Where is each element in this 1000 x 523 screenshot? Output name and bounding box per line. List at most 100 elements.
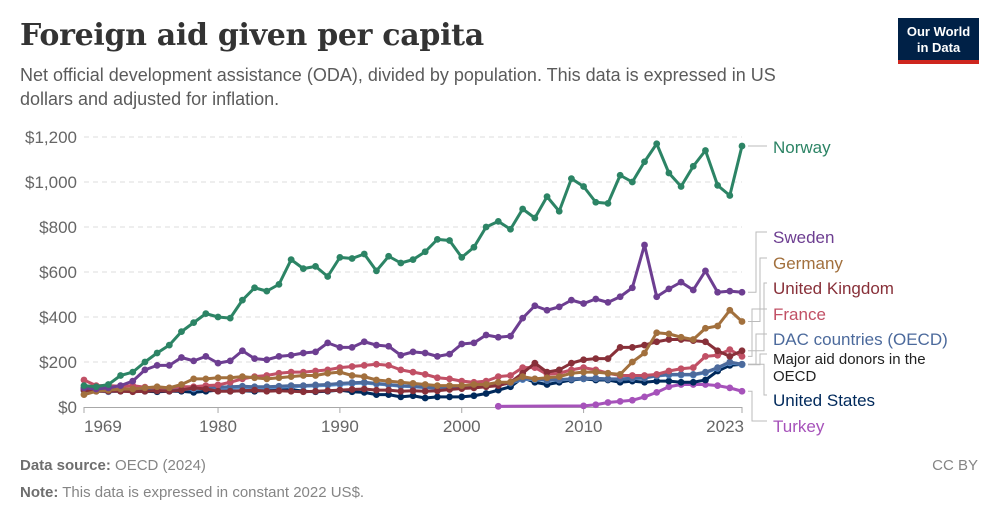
- data-point: [568, 296, 575, 304]
- data-point: [141, 384, 149, 392]
- data-point: [165, 384, 173, 392]
- x-tick-label: 2010: [565, 417, 603, 436]
- data-point: [214, 374, 222, 382]
- data-point: [324, 381, 332, 388]
- data-point: [421, 370, 429, 378]
- data-point: [714, 288, 722, 296]
- data-point: [373, 267, 380, 275]
- data-point: [214, 313, 222, 321]
- data-point: [360, 373, 368, 381]
- data-point: [653, 388, 661, 396]
- data-point: [263, 375, 271, 383]
- data-point: [665, 377, 673, 385]
- series-label-text: United States: [773, 391, 875, 410]
- data-point: [568, 359, 575, 367]
- data-point: [141, 366, 149, 374]
- data-point: [287, 373, 295, 381]
- data-point: [409, 392, 417, 400]
- data-point: [153, 361, 161, 369]
- data-point: [580, 402, 587, 410]
- data-point: [714, 322, 722, 330]
- data-point: [555, 303, 563, 311]
- data-point: [299, 388, 307, 396]
- data-point: [421, 248, 429, 256]
- data-point: [470, 381, 478, 388]
- data-point: [409, 368, 417, 376]
- data-source-value[interactable]: OECD (2024): [115, 457, 206, 474]
- label-connector: [748, 390, 767, 422]
- data-point: [531, 214, 539, 222]
- data-point: [738, 352, 746, 360]
- data-point: [433, 393, 441, 401]
- series-label-major-aid-donors-in-the-oecd: Major aid donors in the OECD: [748, 351, 926, 385]
- data-point: [202, 310, 210, 318]
- data-point: [239, 373, 246, 381]
- data-point: [726, 306, 734, 314]
- data-point: [178, 354, 185, 361]
- data-point: [726, 192, 734, 199]
- x-tick-label: 2000: [443, 417, 481, 436]
- data-point: [324, 273, 332, 280]
- label-connector: [748, 353, 767, 366]
- data-point: [702, 338, 709, 346]
- data-point: [604, 375, 612, 383]
- logo-line-1: Our World: [906, 24, 971, 39]
- data-point: [178, 328, 185, 336]
- data-point: [385, 377, 393, 385]
- data-point: [385, 386, 393, 394]
- data-point: [616, 171, 624, 179]
- data-point: [665, 383, 673, 391]
- series-label-text: Norway: [773, 138, 831, 157]
- data-point: [616, 343, 624, 351]
- data-point: [129, 368, 137, 376]
- data-point: [482, 331, 490, 339]
- data-point: [628, 343, 636, 351]
- data-point: [251, 374, 258, 382]
- data-point: [397, 393, 405, 401]
- data-point: [653, 377, 661, 385]
- data-point: [263, 387, 271, 395]
- y-tick-label: $1,200: [25, 128, 77, 147]
- data-point: [80, 382, 88, 390]
- data-point: [373, 376, 380, 384]
- data-point: [677, 183, 685, 190]
- data-point: [312, 381, 319, 389]
- data-point: [421, 394, 429, 402]
- owid-logo[interactable]: Our World in Data: [898, 18, 979, 64]
- data-point: [507, 378, 514, 386]
- data-point: [312, 387, 319, 395]
- data-point: [592, 401, 600, 409]
- data-point: [543, 368, 551, 376]
- data-point: [446, 375, 453, 383]
- data-point: [604, 355, 612, 363]
- data-point: [738, 347, 746, 355]
- data-point: [348, 386, 356, 393]
- data-point: [312, 372, 319, 379]
- series-sweden: [80, 241, 746, 393]
- data-point: [494, 373, 502, 381]
- data-point: [494, 402, 502, 410]
- data-point: [689, 286, 697, 294]
- data-point: [543, 306, 551, 314]
- data-point: [555, 366, 563, 374]
- data-point: [677, 370, 685, 378]
- data-point: [287, 256, 295, 264]
- data-point: [726, 352, 734, 360]
- license[interactable]: CC BY: [932, 457, 978, 474]
- chart-subtitle: Net official development assistance (ODA…: [20, 65, 776, 109]
- data-point: [531, 375, 539, 383]
- y-axis-ticks: $0 $200 $400 $600 $800 $1,000 $1,200: [25, 128, 77, 417]
- series-label-norway: Norway: [748, 138, 831, 157]
- data-point: [324, 339, 332, 347]
- data-point: [628, 284, 636, 292]
- data-point: [190, 357, 198, 365]
- data-point: [275, 387, 283, 395]
- data-point: [433, 235, 441, 243]
- data-point: [421, 349, 429, 357]
- data-point: [446, 237, 453, 244]
- data-point: [653, 293, 661, 301]
- data-point: [239, 347, 246, 355]
- data-point: [653, 140, 661, 148]
- data-point: [190, 384, 198, 392]
